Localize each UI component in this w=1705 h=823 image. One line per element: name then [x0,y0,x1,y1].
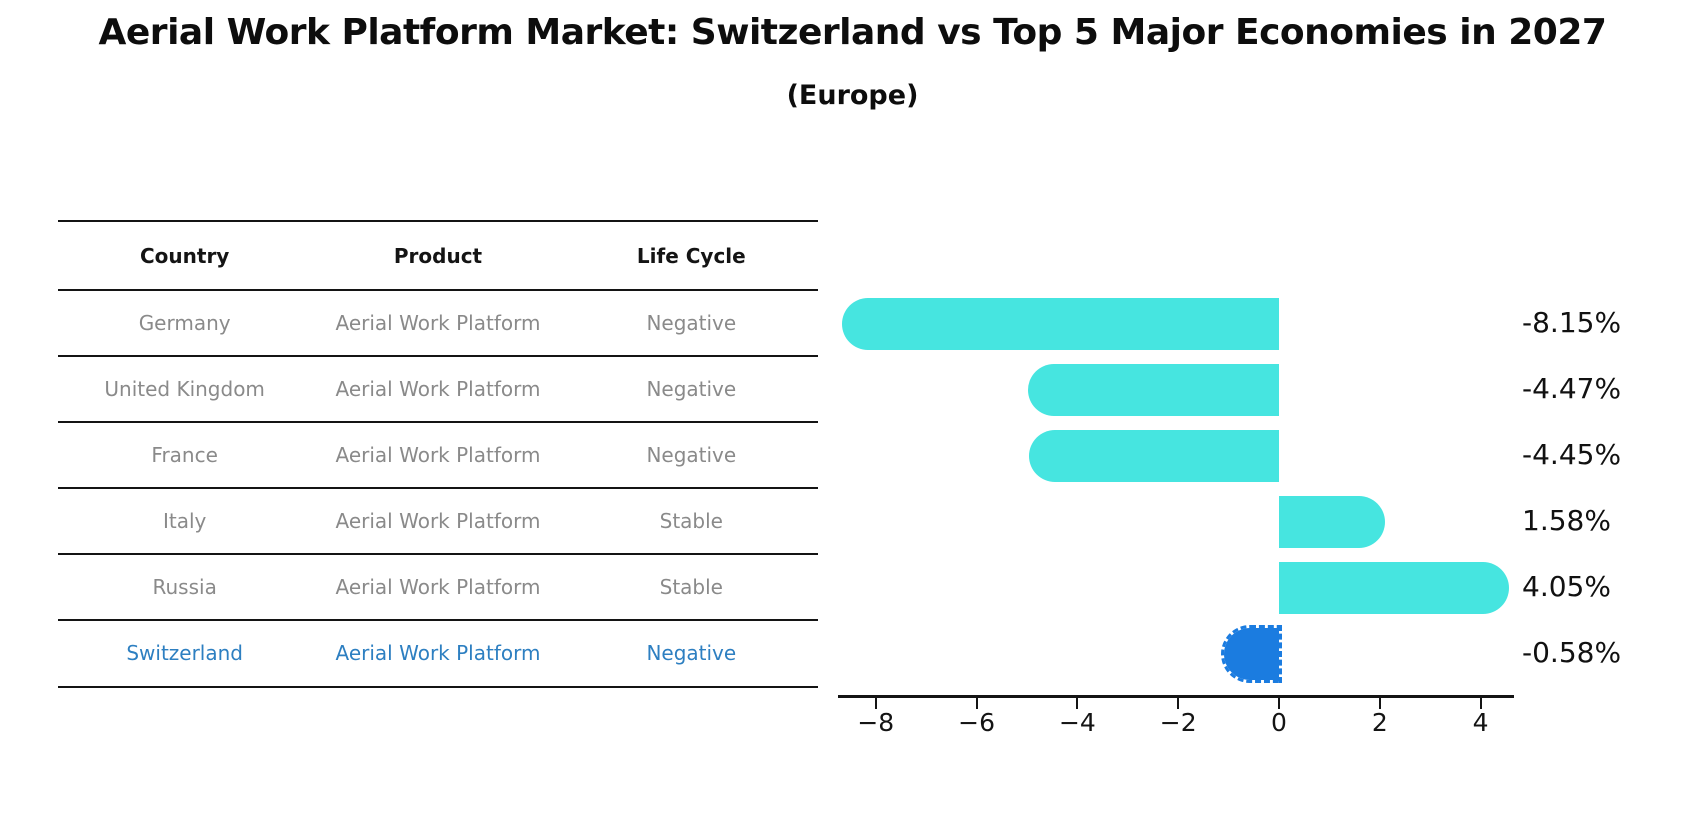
country-cell: Germany [138,311,231,335]
x-axis-tick [1278,698,1280,709]
table-rule [58,421,818,423]
country-cell: United Kingdom [104,377,265,401]
bar-russia [1279,562,1510,614]
bar-united-kingdom [1027,364,1279,416]
lifecycle-cell: Negative [646,311,737,335]
x-axis-tick-label: 4 [1472,708,1489,737]
table-rule [58,487,818,489]
lifecycle-cell: Negative [646,641,737,665]
x-axis-tick [1479,698,1482,709]
value-label-united-kingdom: -4.47% [1522,372,1622,405]
x-axis-tick [874,698,877,709]
column-header-product: Product [393,244,483,268]
x-axis [838,695,1514,698]
column-header-country: Country [139,244,230,268]
table-rule [58,355,818,357]
table-rule [58,553,818,555]
chart-subtitle: (Europe) [786,80,919,111]
country-cell: France [151,443,218,467]
table-row-france: France Aerial Work Platform Negative [58,440,818,470]
table-header-row: Country Product Life Cycle [58,241,818,271]
value-label-switzerland: -0.58% [1522,636,1622,669]
value-label-italy: 1.58% [1522,504,1611,537]
column-header-lifecycle: Life Cycle [636,244,746,268]
product-cell: Aerial Work Platform [335,311,541,335]
lifecycle-cell: Stable [659,575,723,599]
product-cell: Aerial Work Platform [335,575,541,599]
table-rule [58,220,818,222]
lifecycle-cell: Stable [659,509,723,533]
bar-italy [1279,496,1385,548]
x-axis-tick [1076,698,1079,709]
bar-france [1028,430,1279,482]
product-cell: Aerial Work Platform [335,641,541,665]
product-cell: Aerial Work Platform [335,509,541,533]
x-axis-tick-label: 0 [1271,708,1287,737]
x-axis-tick-label: −2 [1159,708,1197,737]
lifecycle-cell: Negative [646,443,737,467]
value-label-france: -4.45% [1522,438,1622,471]
table-row-switzerland: Switzerland Aerial Work Platform Negative [58,638,818,668]
table-row-italy: Italy Aerial Work Platform Stable [58,506,818,536]
x-axis-tick [975,698,978,709]
table-row-united-kingdom: United Kingdom Aerial Work Platform Negati… [58,374,818,404]
table-rule [58,686,818,688]
x-axis-tick-label: −8 [857,708,895,737]
value-label-russia: 4.05% [1522,570,1611,603]
x-axis-tick [1378,698,1381,709]
chart-title: Aerial Work Platform Market: Switzerland… [98,12,1607,53]
table-row-germany: Germany Aerial Work Platform Negative [58,308,818,338]
bar-germany [842,298,1279,350]
x-axis-tick [1177,698,1180,709]
table-row-russia: Russia Aerial Work Platform Stable [58,572,818,602]
x-axis-tick-label: −4 [1058,708,1096,737]
value-label-germany: -8.15% [1522,306,1622,339]
lifecycle-cell: Negative [646,377,737,401]
bar-switzerland [1220,625,1282,683]
table-rule [58,289,818,291]
x-axis-tick-label: −6 [958,708,996,737]
country-cell: Switzerland [126,641,243,665]
product-cell: Aerial Work Platform [335,443,541,467]
product-cell: Aerial Work Platform [335,377,541,401]
country-cell: Russia [152,575,217,599]
country-cell: Italy [162,509,207,533]
table-rule [58,619,818,621]
x-axis-tick-label: 2 [1371,708,1388,737]
